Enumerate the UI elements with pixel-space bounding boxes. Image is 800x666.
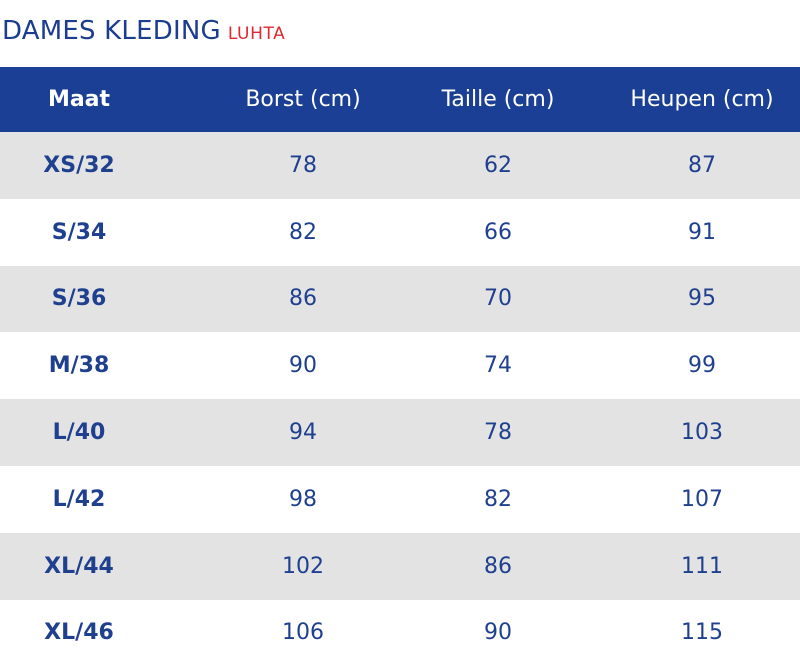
waist-cell: 90 (392, 599, 604, 666)
table-row: XL/44 102 86 111 (0, 532, 800, 600)
table-row: S/34 82 66 91 (0, 198, 800, 266)
table-row: XL/46 106 90 115 (0, 599, 800, 666)
hips-cell: 107 (604, 465, 800, 533)
chest-cell: 82 (214, 198, 392, 266)
waist-cell: 70 (392, 265, 604, 333)
column-header-waist: Taille (cm) (392, 67, 604, 132)
page-title: DAMES KLEDING (2, 16, 221, 46)
chest-cell: 94 (214, 399, 392, 466)
size-chart-table: Maat Borst (cm) Taille (cm) Heupen (cm) … (0, 67, 800, 666)
size-cell: XS/32 (0, 132, 214, 199)
table-body: XS/32 78 62 87 S/34 82 66 91 S/36 86 70 … (0, 132, 800, 666)
hips-cell: 87 (604, 132, 800, 199)
waist-cell: 86 (392, 532, 604, 600)
chest-cell: 98 (214, 465, 392, 533)
size-cell: L/42 (0, 465, 214, 533)
table-row: XS/32 78 62 87 (0, 132, 800, 199)
size-cell: S/34 (0, 198, 214, 266)
table-header: Maat Borst (cm) Taille (cm) Heupen (cm) (0, 67, 800, 132)
waist-cell: 78 (392, 399, 604, 466)
hips-cell: 115 (604, 599, 800, 666)
hips-cell: 99 (604, 332, 800, 400)
table-row: L/42 98 82 107 (0, 465, 800, 533)
waist-cell: 74 (392, 332, 604, 400)
chest-cell: 90 (214, 332, 392, 400)
column-header-chest: Borst (cm) (214, 67, 392, 132)
size-cell: M/38 (0, 332, 214, 400)
column-header-size: Maat (0, 67, 214, 132)
size-cell: S/36 (0, 265, 214, 333)
brand-label: LUHTA (227, 24, 286, 44)
table-row: L/40 94 78 103 (0, 399, 800, 466)
table-row: M/38 90 74 99 (0, 332, 800, 400)
hips-cell: 91 (604, 198, 800, 266)
chest-cell: 78 (214, 132, 392, 199)
chest-cell: 106 (214, 599, 392, 666)
chest-cell: 86 (214, 265, 392, 333)
waist-cell: 62 (392, 132, 604, 199)
page-heading: DAMES KLEDING LUHTA (2, 16, 285, 52)
size-cell: XL/44 (0, 532, 214, 600)
waist-cell: 82 (392, 465, 604, 533)
header-row: Maat Borst (cm) Taille (cm) Heupen (cm) (0, 67, 800, 132)
size-cell: L/40 (0, 399, 214, 466)
hips-cell: 103 (604, 399, 800, 466)
chest-cell: 102 (214, 532, 392, 600)
hips-cell: 95 (604, 265, 800, 333)
table-row: S/36 86 70 95 (0, 265, 800, 333)
hips-cell: 111 (604, 532, 800, 600)
size-cell: XL/46 (0, 599, 214, 666)
waist-cell: 66 (392, 198, 604, 266)
column-header-hips: Heupen (cm) (604, 67, 800, 132)
